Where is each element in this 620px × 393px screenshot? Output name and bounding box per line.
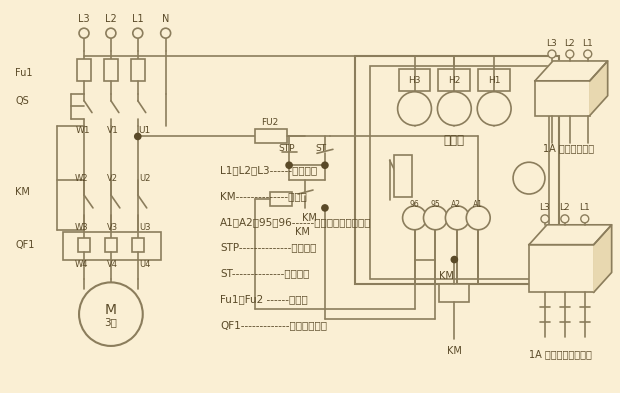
Bar (63, 232, 161, 259)
Bar (105, 238, 117, 252)
Text: H2: H2 (448, 76, 461, 85)
Circle shape (397, 92, 432, 125)
Text: ST: ST (315, 144, 326, 153)
Circle shape (566, 50, 574, 58)
Bar (131, 59, 144, 81)
Text: KM--------------接触器: KM--------------接触器 (220, 191, 308, 201)
Circle shape (581, 215, 589, 223)
Polygon shape (535, 61, 608, 81)
Bar (438, 69, 471, 91)
Circle shape (322, 205, 328, 211)
Text: L1: L1 (579, 204, 590, 213)
Text: L3: L3 (78, 14, 90, 24)
Circle shape (106, 28, 116, 38)
Text: Fu1、Fu2 ------熳断器: Fu1、Fu2 ------熳断器 (220, 294, 308, 304)
Bar (399, 69, 430, 91)
Text: QS: QS (16, 95, 29, 106)
Text: A1: A1 (473, 200, 483, 209)
Circle shape (423, 206, 448, 230)
Text: L1、L2、L3------三相电源: L1、L2、L3------三相电源 (220, 165, 317, 175)
Circle shape (79, 28, 89, 38)
Text: V1: V1 (107, 126, 119, 135)
Circle shape (438, 92, 471, 125)
Text: QF1-------------电动机保护器: QF1-------------电动机保护器 (220, 320, 327, 330)
Bar (370, 66, 549, 279)
Bar (104, 59, 118, 81)
Circle shape (541, 215, 549, 223)
Text: L3: L3 (539, 204, 551, 213)
Text: M: M (105, 303, 117, 317)
Text: ST--------------启动按鈕: ST--------------启动按鈕 (220, 268, 310, 279)
Text: U1: U1 (138, 126, 150, 135)
Text: KM: KM (295, 227, 310, 237)
Text: Fu1: Fu1 (16, 68, 33, 78)
Text: V3: V3 (107, 223, 118, 232)
Text: L2: L2 (559, 204, 570, 213)
Text: 1A 以下各相三次穿心: 1A 以下各相三次穿心 (529, 349, 592, 359)
Bar (394, 155, 412, 197)
Bar (255, 129, 287, 143)
Circle shape (322, 162, 328, 168)
Text: 95: 95 (430, 200, 440, 209)
Bar (77, 59, 91, 81)
Circle shape (286, 162, 292, 168)
Text: U3: U3 (139, 223, 150, 232)
Text: V2: V2 (107, 174, 118, 183)
Polygon shape (590, 61, 608, 116)
Circle shape (161, 28, 171, 38)
Polygon shape (529, 225, 612, 245)
Text: U2: U2 (139, 174, 150, 183)
Text: KM: KM (448, 346, 463, 356)
Text: H1: H1 (488, 76, 500, 85)
Text: 保护器: 保护器 (444, 134, 465, 147)
Text: U4: U4 (139, 260, 150, 269)
Text: 1A 以上一次穿心: 1A 以上一次穿心 (543, 143, 594, 153)
Text: A1、A2、95、96------保护器接线端子号码: A1、A2、95、96------保护器接线端子号码 (220, 217, 372, 227)
Bar (440, 285, 469, 302)
Circle shape (79, 283, 143, 346)
Text: L2: L2 (105, 14, 117, 24)
Circle shape (135, 134, 141, 140)
Bar (535, 81, 590, 116)
Circle shape (402, 206, 427, 230)
Circle shape (451, 257, 458, 263)
Bar (355, 56, 559, 285)
Text: KM: KM (16, 187, 30, 197)
Text: L2: L2 (565, 39, 575, 48)
Circle shape (513, 162, 545, 194)
Text: W1: W1 (76, 126, 91, 135)
Bar (270, 192, 292, 206)
Text: 96: 96 (410, 200, 419, 209)
Text: QF1: QF1 (16, 240, 35, 250)
Bar (478, 69, 510, 91)
Circle shape (466, 206, 490, 230)
Polygon shape (594, 225, 612, 292)
Text: L1: L1 (132, 14, 144, 24)
Circle shape (133, 28, 143, 38)
Text: V4: V4 (107, 260, 118, 269)
Bar (132, 238, 144, 252)
Text: L1: L1 (582, 39, 593, 48)
Circle shape (477, 92, 511, 125)
Text: 3～: 3～ (104, 317, 117, 327)
Text: W2: W2 (75, 174, 89, 183)
Text: W3: W3 (75, 223, 89, 232)
Text: KM: KM (440, 272, 454, 281)
Text: STP: STP (278, 144, 294, 153)
Circle shape (445, 206, 469, 230)
Text: FU2: FU2 (261, 118, 278, 127)
Text: W4: W4 (75, 260, 89, 269)
Circle shape (561, 215, 569, 223)
Text: STP--------------停止按鈕: STP--------------停止按鈕 (220, 242, 317, 253)
Text: N: N (162, 14, 169, 24)
Circle shape (584, 50, 591, 58)
Bar (78, 238, 90, 252)
Text: A2: A2 (451, 200, 461, 209)
Text: L3: L3 (547, 39, 557, 48)
Text: KM: KM (302, 213, 317, 223)
Bar (529, 245, 594, 292)
Circle shape (548, 50, 556, 58)
Text: H3: H3 (409, 76, 421, 85)
